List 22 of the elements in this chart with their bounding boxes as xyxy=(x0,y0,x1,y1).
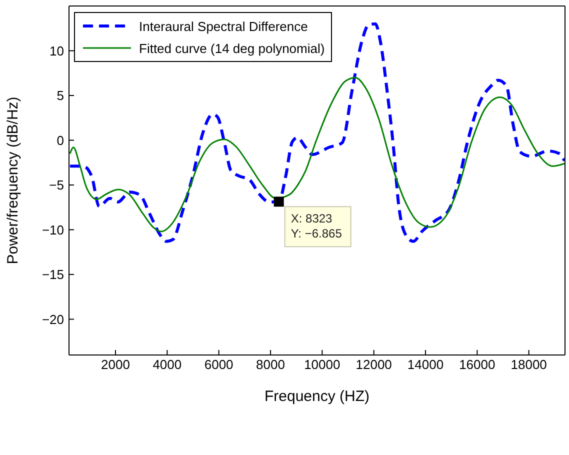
x-tick-label: 12000 xyxy=(356,357,392,372)
y-tick-label: 10 xyxy=(50,43,64,58)
x-tick-label: 14000 xyxy=(407,357,444,372)
y-tick-label: 0 xyxy=(56,132,64,148)
y-axis-title: Power/frequency (dB/Hz) xyxy=(4,96,22,264)
x-tick-label: 6000 xyxy=(204,357,234,372)
y-tick-label: −5 xyxy=(49,178,64,193)
line-series xyxy=(69,22,565,243)
x-tick-label: 2000 xyxy=(101,357,130,372)
legend-label: Interaural Spectral Difference xyxy=(139,18,308,34)
x-tick-label: 10000 xyxy=(304,357,340,372)
x-tick-label: 16000 xyxy=(459,357,496,372)
y-tick-label: −10 xyxy=(42,222,64,238)
legend-label: Fitted curve (14 deg polynomial) xyxy=(139,40,325,56)
x-tick-label: 8000 xyxy=(256,357,285,372)
x-tick-label: 18000 xyxy=(510,357,547,372)
y-tick-label: −15 xyxy=(42,267,64,282)
x-axis-title: Frequency (HZ) xyxy=(264,388,370,405)
y-tick-label: 5 xyxy=(56,88,64,104)
annotation: X: 8323 Y: −6.865 xyxy=(290,212,342,241)
y-tick-label: −20 xyxy=(42,312,64,327)
x-tick-label: 4000 xyxy=(152,357,182,372)
